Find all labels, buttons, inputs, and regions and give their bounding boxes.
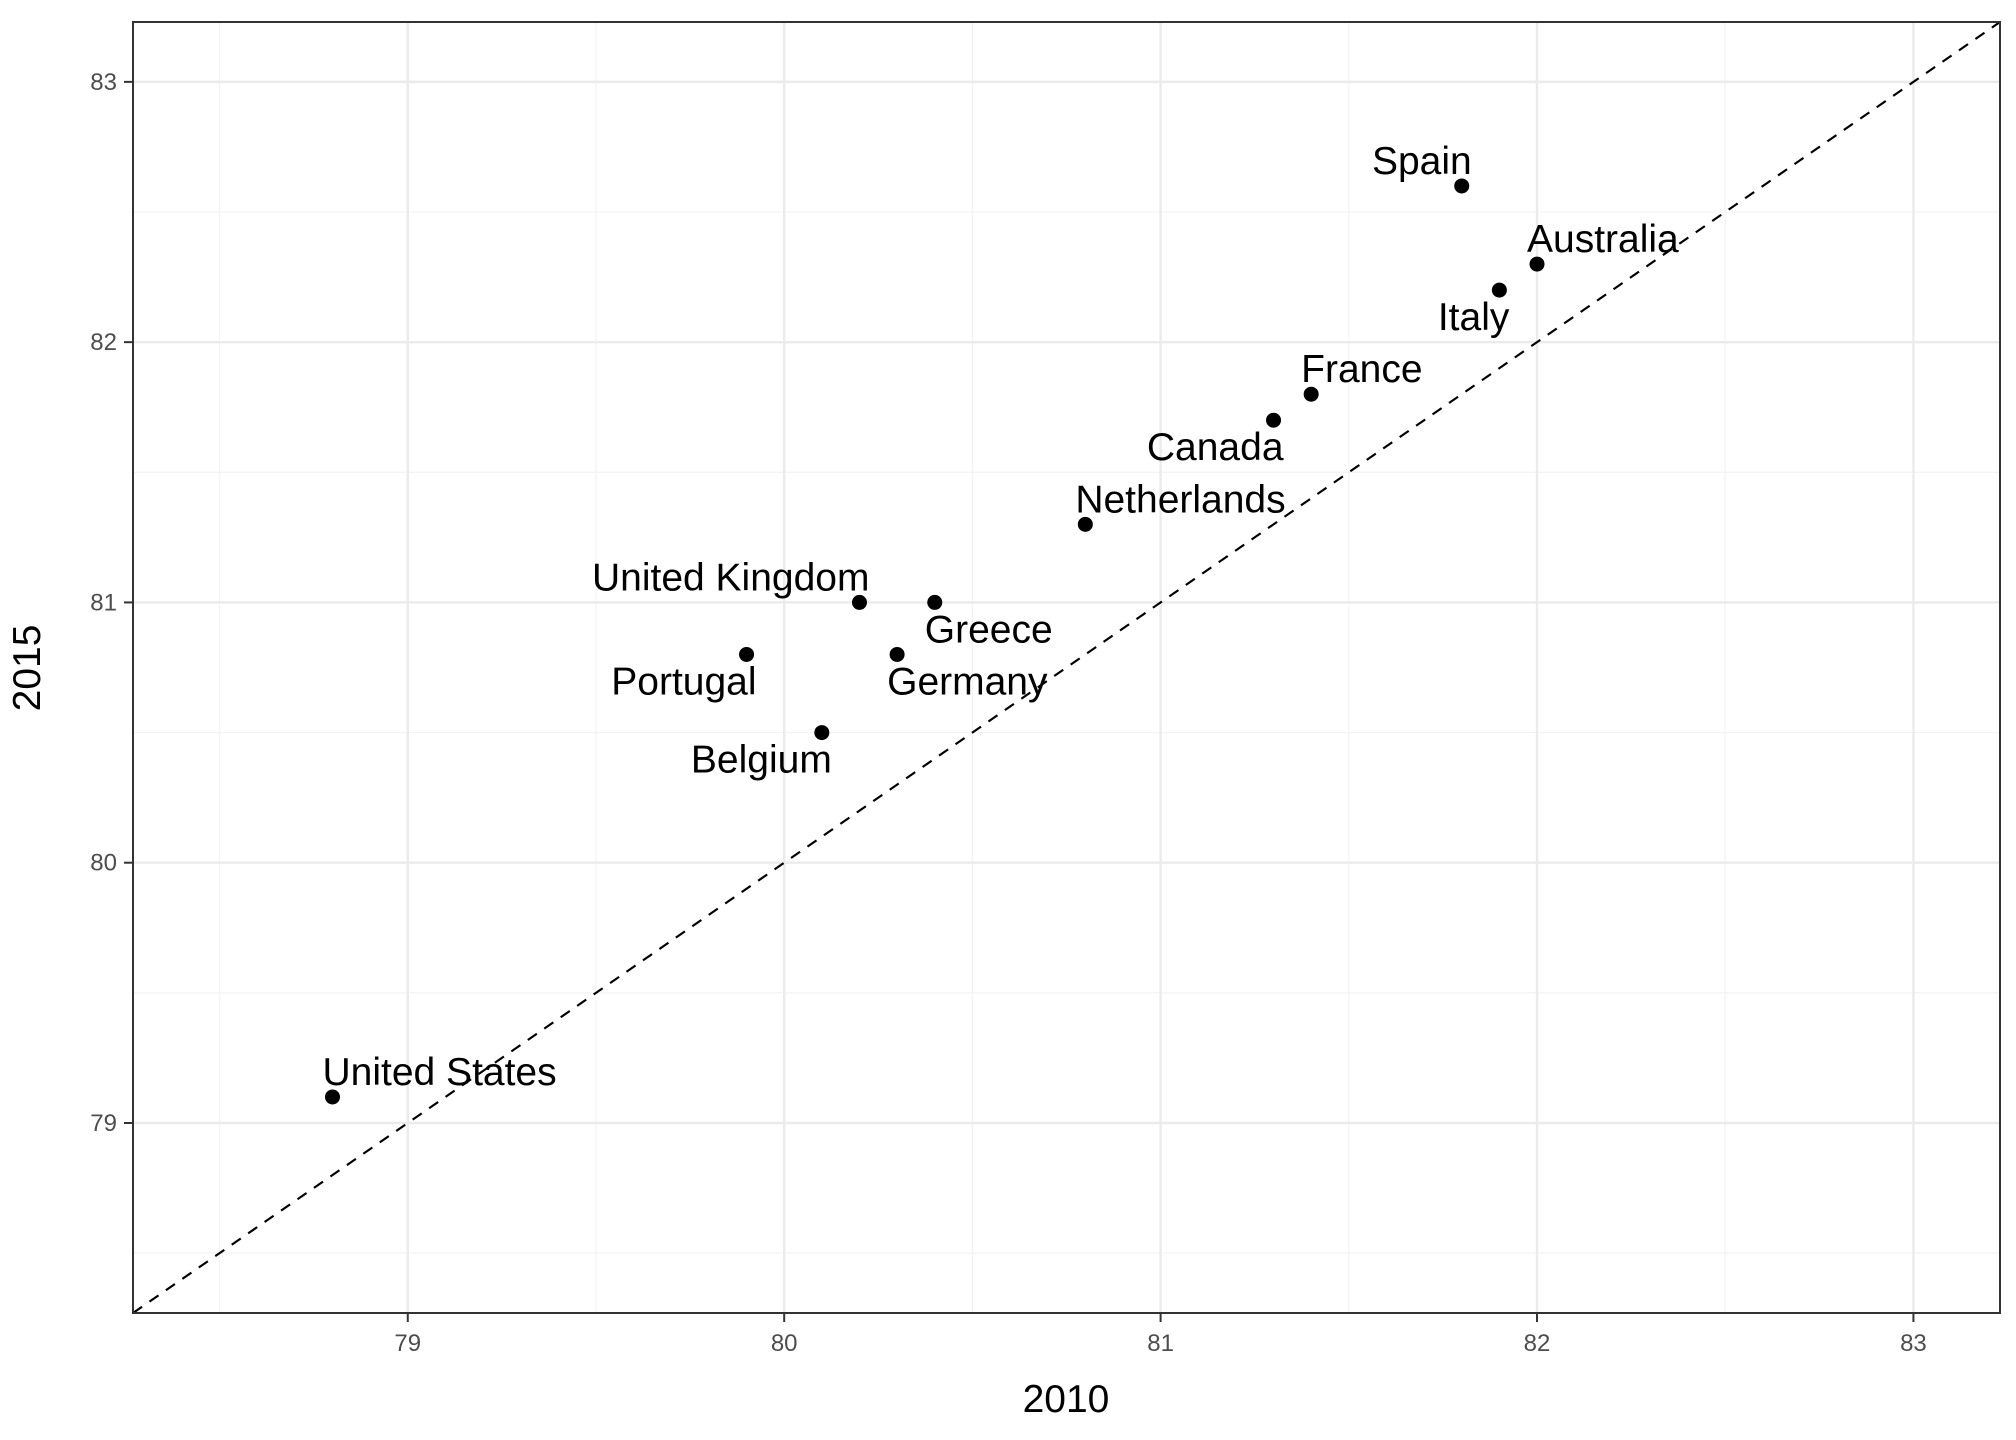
data-point <box>324 1089 340 1105</box>
data-point <box>1529 256 1545 272</box>
data-point <box>814 725 830 741</box>
x-tick-label: 80 <box>771 1330 798 1357</box>
y-tick-label: 82 <box>90 329 117 356</box>
x-tick-label: 83 <box>1900 1330 1927 1357</box>
point-label: Portugal <box>611 660 756 703</box>
axis-ticks: 79 80 81 82 83 79 80 81 82 83 <box>90 69 1926 1357</box>
point-label: Spain <box>1372 140 1472 183</box>
y-axis-title: 2015 <box>6 625 49 712</box>
data-point <box>889 646 905 662</box>
point-label: Canada <box>1147 426 1284 469</box>
y-tick-label: 79 <box>90 1110 117 1137</box>
grid <box>133 22 2000 1313</box>
panel-border <box>132 21 2001 1314</box>
data-point <box>927 594 943 610</box>
point-label: Germany <box>887 660 1048 703</box>
point-label: Belgium <box>691 739 832 782</box>
point-label: Greece <box>925 608 1053 651</box>
point-label: Australia <box>1527 218 1679 261</box>
data-points <box>324 178 1545 1105</box>
data-point <box>851 594 867 610</box>
point-label: Netherlands <box>1075 478 1285 521</box>
point-labels: Spain Australia Italy France Canada Netherlan… <box>322 140 1679 1094</box>
data-point <box>739 646 755 662</box>
data-point <box>1491 282 1507 298</box>
y-tick-label: 81 <box>90 589 117 616</box>
y-tick-label: 80 <box>90 850 117 877</box>
x-axis-title: 2010 <box>1023 1378 1110 1421</box>
point-label: Italy <box>1438 296 1510 339</box>
point-label: United States <box>322 1051 556 1094</box>
x-tick-label: 82 <box>1524 1330 1551 1357</box>
y-tick-label: 83 <box>90 69 117 96</box>
x-tick-label: 79 <box>394 1330 421 1357</box>
point-label: United Kingdom <box>592 556 870 599</box>
point-label: France <box>1301 348 1422 391</box>
data-point <box>1077 516 1093 532</box>
data-point <box>1266 412 1282 428</box>
data-point <box>1303 386 1319 402</box>
x-tick-label: 81 <box>1147 1330 1174 1357</box>
data-point <box>1454 178 1470 194</box>
